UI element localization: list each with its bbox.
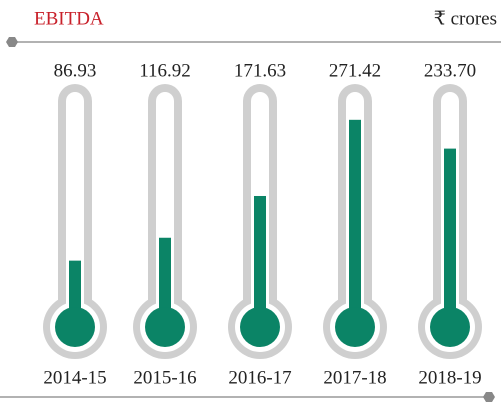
- value-label: 271.42: [329, 60, 381, 81]
- unit-label: ₹ crores: [434, 8, 497, 29]
- bulb-fill: [430, 307, 470, 347]
- bulb-fill: [335, 307, 375, 347]
- bar: [254, 195, 266, 327]
- x-tick-label: 2015-16: [133, 367, 196, 388]
- bar: [349, 119, 361, 327]
- x-tick-label: 2016-17: [228, 367, 291, 388]
- bar: [444, 148, 456, 327]
- value-label: 233.70: [424, 60, 476, 81]
- bulb-fill: [145, 307, 185, 347]
- x-tick-label: 2017-18: [323, 367, 386, 388]
- bulb-fill: [55, 307, 95, 347]
- x-tick-label: 2018-19: [418, 367, 481, 388]
- value-label: 171.63: [234, 60, 286, 81]
- value-label: 86.93: [54, 60, 97, 81]
- rule-marker: [483, 392, 495, 402]
- chart-title: EBITDA: [34, 8, 104, 29]
- value-label: 116.92: [139, 60, 191, 81]
- bar: [159, 237, 171, 327]
- x-tick-label: 2014-15: [43, 367, 106, 388]
- rule-marker: [6, 37, 18, 47]
- bulb-fill: [240, 307, 280, 347]
